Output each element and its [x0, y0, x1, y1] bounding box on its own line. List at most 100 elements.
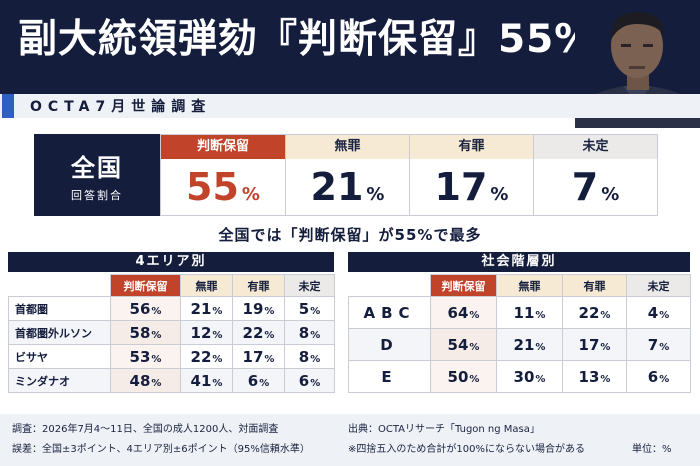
class-table: 判断保留 無罪 有罪 未定 ABC 64% 11% 22% 4% D 54% 2…	[348, 274, 691, 393]
area-column-header: 無罪	[180, 274, 233, 297]
national-subtitle: 回答割合	[71, 189, 123, 202]
national-value: 17	[434, 165, 488, 209]
table-value: 19	[242, 299, 264, 318]
table-value: 22	[242, 323, 264, 342]
area-column-header: 有罪	[232, 274, 285, 297]
table-value: 21	[190, 299, 212, 318]
table-value: 6	[298, 371, 310, 390]
table-row: ビサヤ 53% 22% 17% 8%	[8, 344, 335, 369]
table-row: D 54% 21% 17% 7%	[348, 328, 691, 361]
class-column-header: 未定	[626, 274, 691, 297]
national-results: 判断保留 55% 無罪 21% 有罪 17% 未定 7%	[160, 134, 658, 216]
national-cell-undecided-judgment: 判断保留 55%	[161, 135, 285, 215]
national-value: 7	[571, 165, 599, 209]
headline: 全国では「判断保留」が55%で最多	[218, 226, 482, 244]
area-table-title: 4エリア別	[8, 252, 334, 272]
percent-unit: %	[212, 329, 223, 341]
table-value: 53	[129, 347, 151, 366]
national-cell-not-guilty: 無罪 21%	[285, 135, 409, 215]
unit-note: 単位：%	[632, 444, 672, 455]
class-table-title: 社会階層別	[348, 252, 690, 272]
percent-unit: %	[659, 341, 670, 353]
table-row: ミンダナオ 48% 41% 6% 6%	[8, 368, 335, 393]
table-value: 22	[190, 347, 212, 366]
percent-unit: %	[469, 373, 480, 385]
percent-unit: %	[151, 353, 162, 365]
subtitle-accent	[2, 94, 14, 118]
percent-unit: %	[600, 309, 611, 321]
table-value: 8	[298, 323, 310, 342]
national-column-header: 判断保留	[161, 135, 285, 159]
row-label: ABC	[348, 296, 431, 329]
survey-note: 調査：2026年7月4～11日、全国の成人1200人、対面調査	[12, 424, 279, 435]
table-value: 22	[578, 303, 600, 322]
table-value: 11	[513, 303, 535, 322]
table-value: 17	[578, 335, 600, 354]
subtitle-bar	[0, 94, 700, 118]
class-column-header: 判断保留	[430, 274, 497, 297]
table-row: 首都圏外ルソン 58% 12% 22% 8%	[8, 320, 335, 345]
row-label: ビサヤ	[8, 344, 111, 369]
percent-unit: %	[601, 184, 620, 205]
table-value: 64	[447, 303, 469, 322]
table-row: 首都圏 56% 21% 19% 5%	[8, 296, 335, 321]
national-column-header: 有罪	[410, 135, 533, 159]
percent-unit: %	[310, 305, 321, 317]
row-label: D	[348, 328, 431, 361]
percent-unit: %	[212, 377, 223, 389]
table-value: 58	[129, 323, 151, 342]
table-value: 41	[190, 371, 212, 390]
area-column-header: 判断保留	[110, 274, 181, 297]
percent-unit: %	[659, 309, 670, 321]
table-value: 50	[447, 367, 469, 386]
percent-unit: %	[310, 329, 321, 341]
percent-unit: %	[264, 329, 275, 341]
percent-unit: %	[469, 309, 480, 321]
percent-unit: %	[264, 305, 275, 317]
row-label: 首都圏外ルソン	[8, 320, 111, 345]
table-value: 56	[129, 299, 151, 318]
table-value: 8	[298, 347, 310, 366]
survey-subtitle: OCTA7月世論調査	[30, 99, 212, 115]
table-value: 4	[647, 303, 659, 322]
national-title: 全国	[71, 154, 123, 182]
national-label: 全国 回答割合	[34, 134, 160, 216]
table-row: E 50% 30% 13% 6%	[348, 360, 691, 393]
national-column-header: 無罪	[286, 135, 409, 159]
percent-unit: %	[264, 353, 275, 365]
table-value: 54	[447, 335, 469, 354]
error-note: 誤差：全国±3ポイント、4エリア別±6ポイント（95%信頼水準）	[12, 444, 310, 455]
area-table: 判断保留 無罪 有罪 未定 首都圏 56% 21% 19% 5% 首都圏外ルソン…	[8, 274, 335, 393]
percent-unit: %	[241, 184, 260, 205]
percent-unit: %	[259, 377, 270, 389]
percent-unit: %	[535, 309, 546, 321]
percent-unit: %	[600, 373, 611, 385]
table-corner	[9, 275, 111, 297]
percent-unit: %	[151, 377, 162, 389]
table-value: 12	[190, 323, 212, 342]
percent-unit: %	[659, 373, 670, 385]
class-column-header: 無罪	[496, 274, 563, 297]
row-label: E	[348, 360, 431, 393]
percent-unit: %	[212, 305, 223, 317]
percent-unit: %	[212, 353, 223, 365]
percent-unit: %	[151, 329, 162, 341]
percent-unit: %	[535, 373, 546, 385]
table-value: 6	[247, 371, 259, 390]
percent-unit: %	[151, 305, 162, 317]
national-column-header: 未定	[534, 135, 657, 159]
table-value: 7	[647, 335, 659, 354]
percent-unit: %	[310, 353, 321, 365]
table-value: 5	[298, 299, 310, 318]
table-value: 48	[129, 371, 151, 390]
percent-unit: %	[366, 184, 385, 205]
class-column-header: 有罪	[562, 274, 627, 297]
percent-unit: %	[310, 377, 321, 389]
row-label: ミンダナオ	[8, 368, 111, 393]
national-cell-guilty: 有罪 17%	[409, 135, 533, 215]
national-value: 21	[310, 165, 364, 209]
percent-unit: %	[600, 341, 611, 353]
table-value: 13	[578, 367, 600, 386]
row-label: 首都圏	[8, 296, 111, 321]
rounding-note: ※四捨五入のため合計が100%にならない場合がある	[348, 444, 585, 455]
